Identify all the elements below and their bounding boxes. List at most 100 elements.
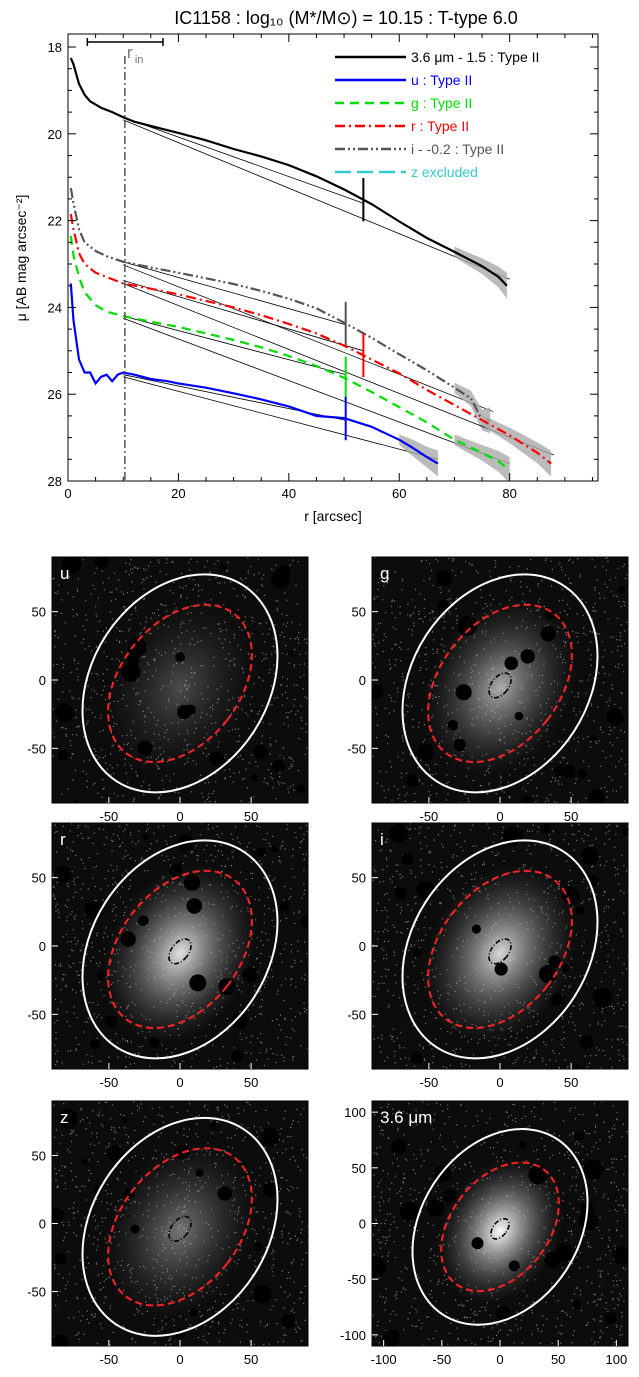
fit-line — [123, 116, 364, 204]
mask-hole — [437, 600, 449, 612]
mask-hole — [277, 564, 291, 578]
mask-hole — [52, 1207, 65, 1223]
mask-hole — [55, 703, 74, 723]
panel-label: i — [380, 830, 384, 849]
series-line — [69, 187, 491, 422]
panel-label: z — [60, 1108, 69, 1127]
mask-hole — [588, 789, 606, 803]
panel-y-tick-label: -50 — [27, 741, 46, 756]
mask-hole — [496, 1305, 512, 1321]
panel-image — [372, 1101, 628, 1346]
mask-hole — [104, 1015, 118, 1028]
r-in-label: r — [127, 43, 133, 62]
mask-hole — [54, 1252, 68, 1265]
mask-hole — [518, 1141, 526, 1149]
panel-x-tick-label: 50 — [244, 809, 258, 824]
panel-x-tick-label: 0 — [176, 1352, 183, 1367]
mask-hole — [562, 887, 580, 905]
mask-hole — [538, 965, 557, 984]
uncertainty-band — [399, 434, 438, 477]
mask-hole — [54, 865, 72, 884]
mask-hole — [514, 711, 524, 721]
panel-y-tick-label: -50 — [347, 1272, 366, 1287]
inner-ellipse — [488, 938, 512, 965]
image-panel-1: g -50 0 50 50 0 -50 — [347, 556, 629, 824]
mask-hole — [93, 557, 110, 570]
plot-frame — [67, 33, 599, 482]
panel-y-tick-label: 0 — [39, 673, 46, 688]
mask-hole — [61, 557, 82, 575]
panel-y-tick-label: 50 — [352, 605, 366, 620]
mask-hole — [575, 906, 585, 916]
panel-x-tick-label: 100 — [606, 1352, 628, 1367]
mask-hole — [295, 784, 305, 794]
x-tick-label: 80 — [502, 486, 516, 501]
mask-hole — [447, 720, 459, 731]
mask-hole — [426, 1199, 444, 1217]
outer-ellipse — [81, 839, 279, 1060]
mask-hole — [288, 650, 296, 658]
mask-hole — [528, 1165, 548, 1185]
mask-hole — [583, 1159, 604, 1180]
panel-x-tick-label: 0 — [496, 809, 503, 824]
mask-hole — [209, 1121, 219, 1131]
mask-hole — [574, 1131, 585, 1142]
mask-hole — [544, 1251, 561, 1269]
mask-hole — [453, 738, 467, 752]
panel-x-tick-label: -100 — [371, 1352, 397, 1367]
inner-ellipse — [168, 1215, 192, 1243]
mask-hole — [521, 795, 534, 803]
panel-y-tick-label: 50 — [352, 871, 366, 886]
mask-hole — [195, 1168, 204, 1177]
inner-ellipse — [490, 1217, 510, 1240]
mask-hole — [231, 1012, 248, 1029]
y-tick-label: 20 — [48, 127, 62, 142]
mask-hole — [107, 1145, 123, 1161]
uncertainty-band — [454, 434, 510, 481]
galaxy-glow — [103, 864, 257, 1043]
panel-x-tick-label: -50 — [99, 809, 118, 824]
mask-hole — [52, 1334, 69, 1346]
axis-ticks: 0 20 40 60 80 18 20 22 24 26 28 — [48, 34, 598, 501]
chart-title: IC1158 : log₁₀ (M*/M⊙) = 10.15 : T-type … — [174, 8, 518, 28]
mask-hole — [149, 1037, 160, 1048]
panel-label: g — [380, 564, 389, 583]
galaxy-glow — [103, 1141, 257, 1321]
fit-line — [123, 283, 554, 456]
profile-plot: IC1158 : log₁₀ (M*/M⊙) = 10.15 : T-type … — [13, 8, 599, 524]
panel-label: r — [60, 830, 66, 849]
outer-ellipse — [81, 1116, 279, 1337]
fit-line — [123, 376, 438, 460]
mask-hole — [436, 570, 452, 587]
legend-label: 3.6 μm - 1.5 : Type II — [411, 49, 539, 65]
mask-hole — [389, 824, 409, 843]
uncertainty-band — [454, 246, 507, 299]
panel-y-tick-label: -100 — [340, 1328, 366, 1343]
y-tick-label: 24 — [48, 300, 62, 315]
panel-image — [372, 823, 628, 1069]
mask-hole — [271, 845, 279, 853]
mask-hole — [471, 924, 482, 934]
image-panel-5: 3.6 μm -100 -50 0 50 100 100 50 0 -50 -100 — [340, 1100, 629, 1367]
panel-y-tick-label: 0 — [359, 673, 366, 688]
mask-hole — [405, 774, 419, 788]
r-in-marker: r in — [86, 38, 164, 481]
panel-y-tick-label: 50 — [352, 1161, 366, 1176]
panel-x-tick-label: 50 — [244, 1075, 258, 1090]
panel-image — [372, 557, 628, 803]
series-line — [69, 57, 508, 287]
inner-ellipse — [488, 672, 512, 699]
mask-hole — [562, 764, 576, 778]
mask-hole — [175, 1145, 190, 1160]
x-tick-label: 60 — [392, 486, 406, 501]
mask-hole — [410, 1052, 423, 1064]
fit-line — [123, 264, 494, 412]
mask-hole — [578, 1211, 599, 1232]
mask-hole — [280, 1313, 296, 1329]
mask-hole — [572, 1063, 580, 1069]
panel-y-tick-label: 0 — [359, 1217, 366, 1232]
break-ellipse — [107, 1147, 253, 1307]
mask-hole — [394, 886, 407, 900]
mask-hole — [577, 769, 587, 779]
mask-hole — [622, 826, 628, 836]
